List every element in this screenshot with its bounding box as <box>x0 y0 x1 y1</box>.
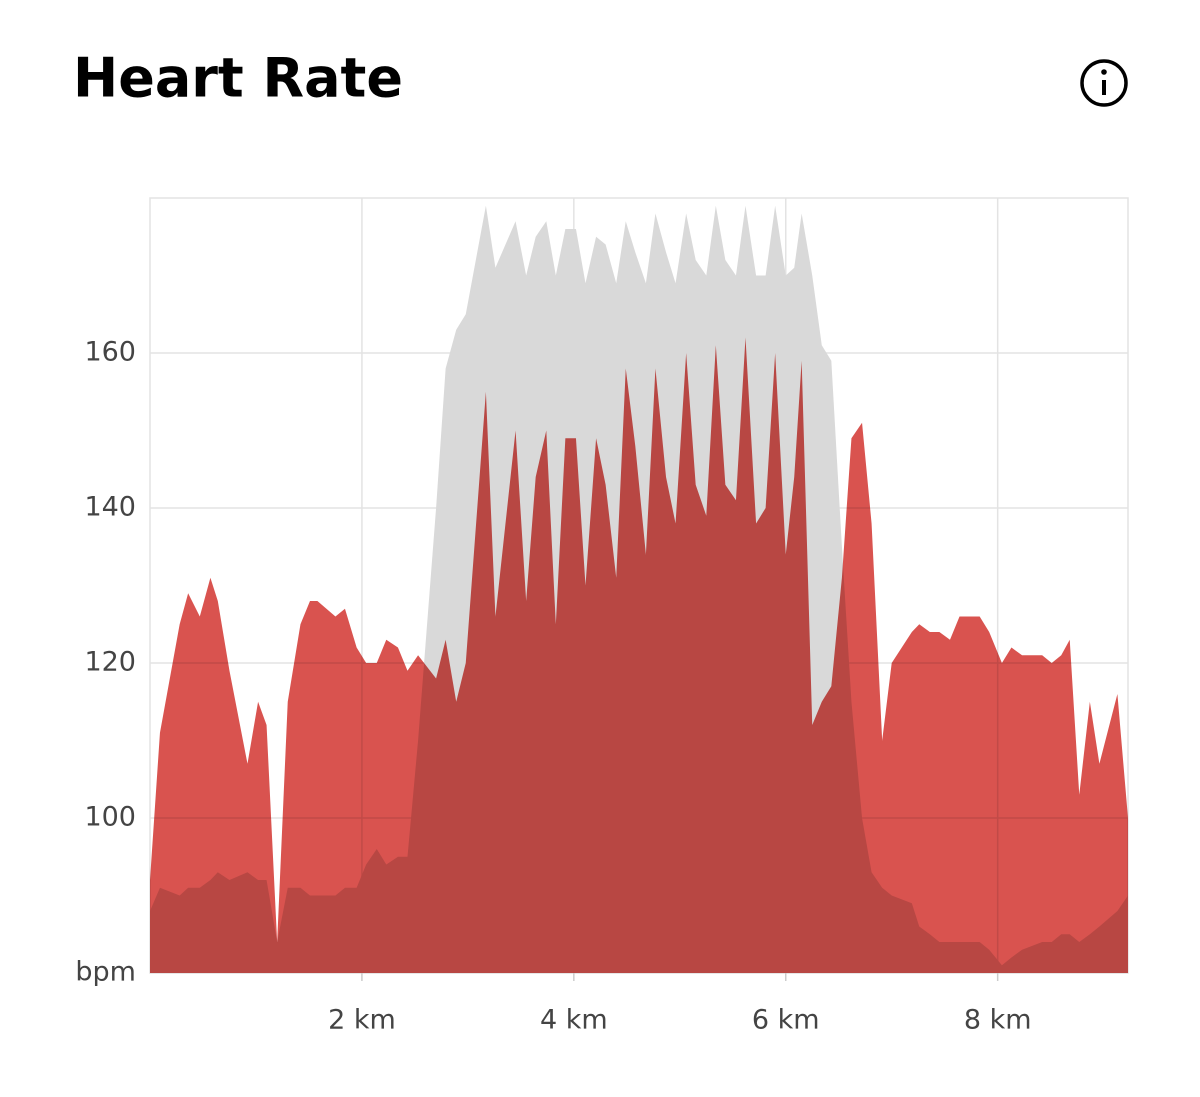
area <box>150 337 1128 973</box>
y-tick-label: 140 <box>84 492 136 523</box>
y-tick-label: 120 <box>84 647 136 678</box>
y-tick-label: 160 <box>84 337 136 368</box>
x-tick-label: 4 km <box>540 1005 608 1036</box>
chart-title: Heart Rate <box>73 47 403 110</box>
info-icon[interactable] <box>1080 59 1128 107</box>
x-tick-label: 2 km <box>328 1005 396 1036</box>
x-tick-label: 6 km <box>752 1005 820 1036</box>
y-tick-label: bpm <box>75 957 136 988</box>
x-tick-label: 8 km <box>964 1005 1032 1036</box>
y-tick-label: 100 <box>84 802 136 833</box>
